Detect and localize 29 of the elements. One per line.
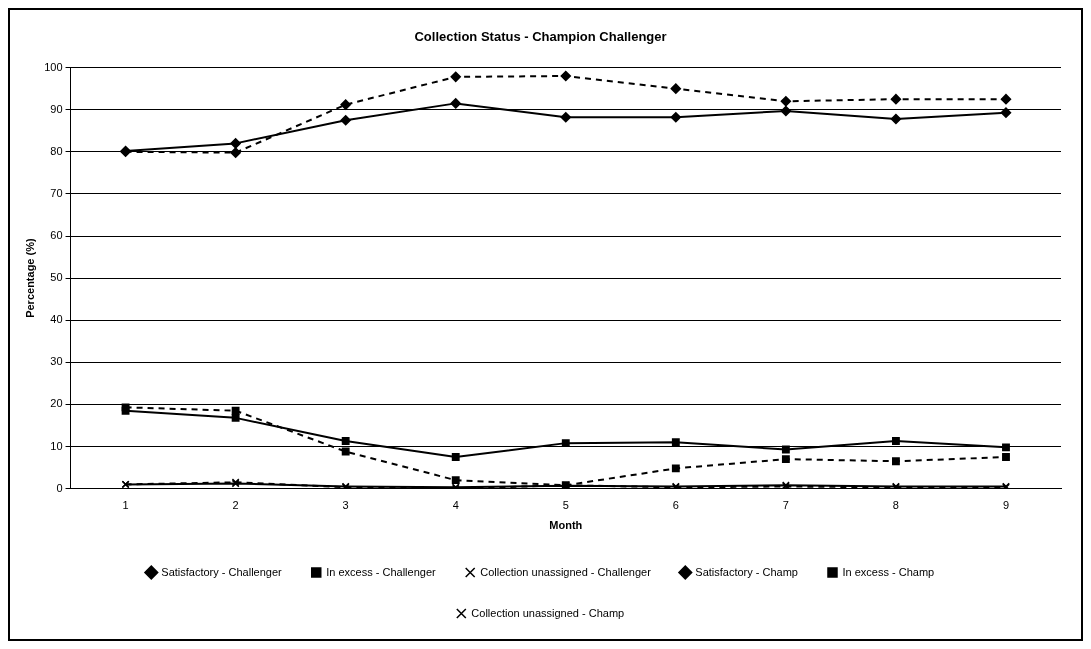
x-tick-label: 7	[782, 499, 789, 512]
chart-title: Collection Status - Champion Challenger	[414, 29, 667, 45]
y-axis-title: Percentage (%)	[23, 238, 36, 318]
legend-label: Satisfactory - Challenger	[161, 565, 283, 578]
x-tick-label: 6	[672, 499, 679, 512]
legend-label: In excess - Challenger	[326, 565, 437, 578]
x-tick-label: 5	[562, 499, 569, 512]
y-tick-label: 40	[50, 313, 63, 326]
y-tick-label: 60	[50, 229, 63, 242]
x-axis-title: Month	[549, 519, 583, 532]
y-tick-label: 20	[50, 397, 63, 410]
legend-label: Satisfactory - Champ	[695, 565, 798, 578]
y-tick-label: 50	[50, 271, 63, 284]
y-tick-label: 10	[50, 439, 63, 452]
x-tick-label: 9	[1002, 499, 1010, 512]
x-tick-label: 4	[452, 499, 459, 512]
y-tick-label: 100	[44, 60, 63, 73]
legend-label: Collection unassigned - Challenger	[480, 565, 652, 578]
x-tick-label: 2	[232, 499, 239, 512]
x-tick-label: 1	[122, 499, 129, 512]
y-tick-label: 80	[50, 144, 63, 157]
x-tick-label: 3	[342, 499, 349, 512]
y-tick-label: 0	[56, 481, 63, 494]
y-tick-label: 30	[50, 355, 63, 368]
x-tick-label: 8	[892, 499, 899, 512]
legend-label: In excess - Champ	[842, 565, 935, 578]
legend-label: Collection unassigned - Champ	[471, 606, 625, 619]
y-tick-label: 90	[50, 102, 63, 115]
y-tick-label: 70	[50, 186, 63, 199]
